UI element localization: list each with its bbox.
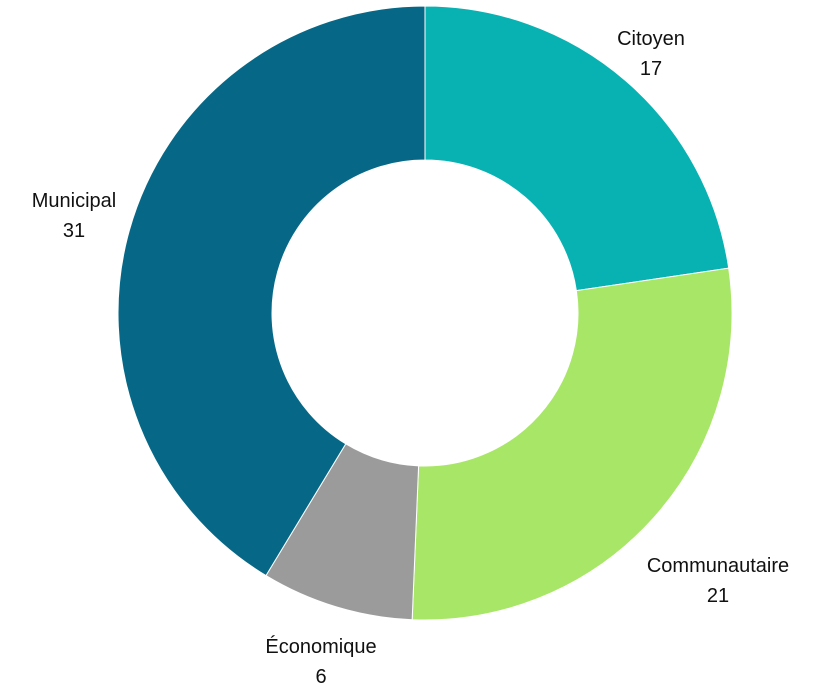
donut-slices bbox=[117, 5, 733, 621]
slice-labels: Citoyen 17 Communautaire 21 Économique 6 Munic… bbox=[32, 28, 789, 686]
slice-label-communautaire: Communautaire bbox=[647, 555, 789, 577]
slice-value-municipal: 31 bbox=[63, 220, 85, 242]
slice-value-citoyen: 17 bbox=[640, 58, 662, 80]
slice-municipal bbox=[117, 5, 426, 577]
slice-label-citoyen: Citoyen bbox=[617, 28, 685, 50]
slice-label-municipal: Municipal bbox=[32, 190, 116, 212]
slice-label-economique: Économique bbox=[265, 635, 376, 658]
slice-value-economique: 6 bbox=[315, 666, 326, 686]
slice-communautaire bbox=[411, 267, 733, 621]
slice-value-communautaire: 21 bbox=[707, 585, 729, 607]
slice-citoyen bbox=[424, 5, 730, 292]
